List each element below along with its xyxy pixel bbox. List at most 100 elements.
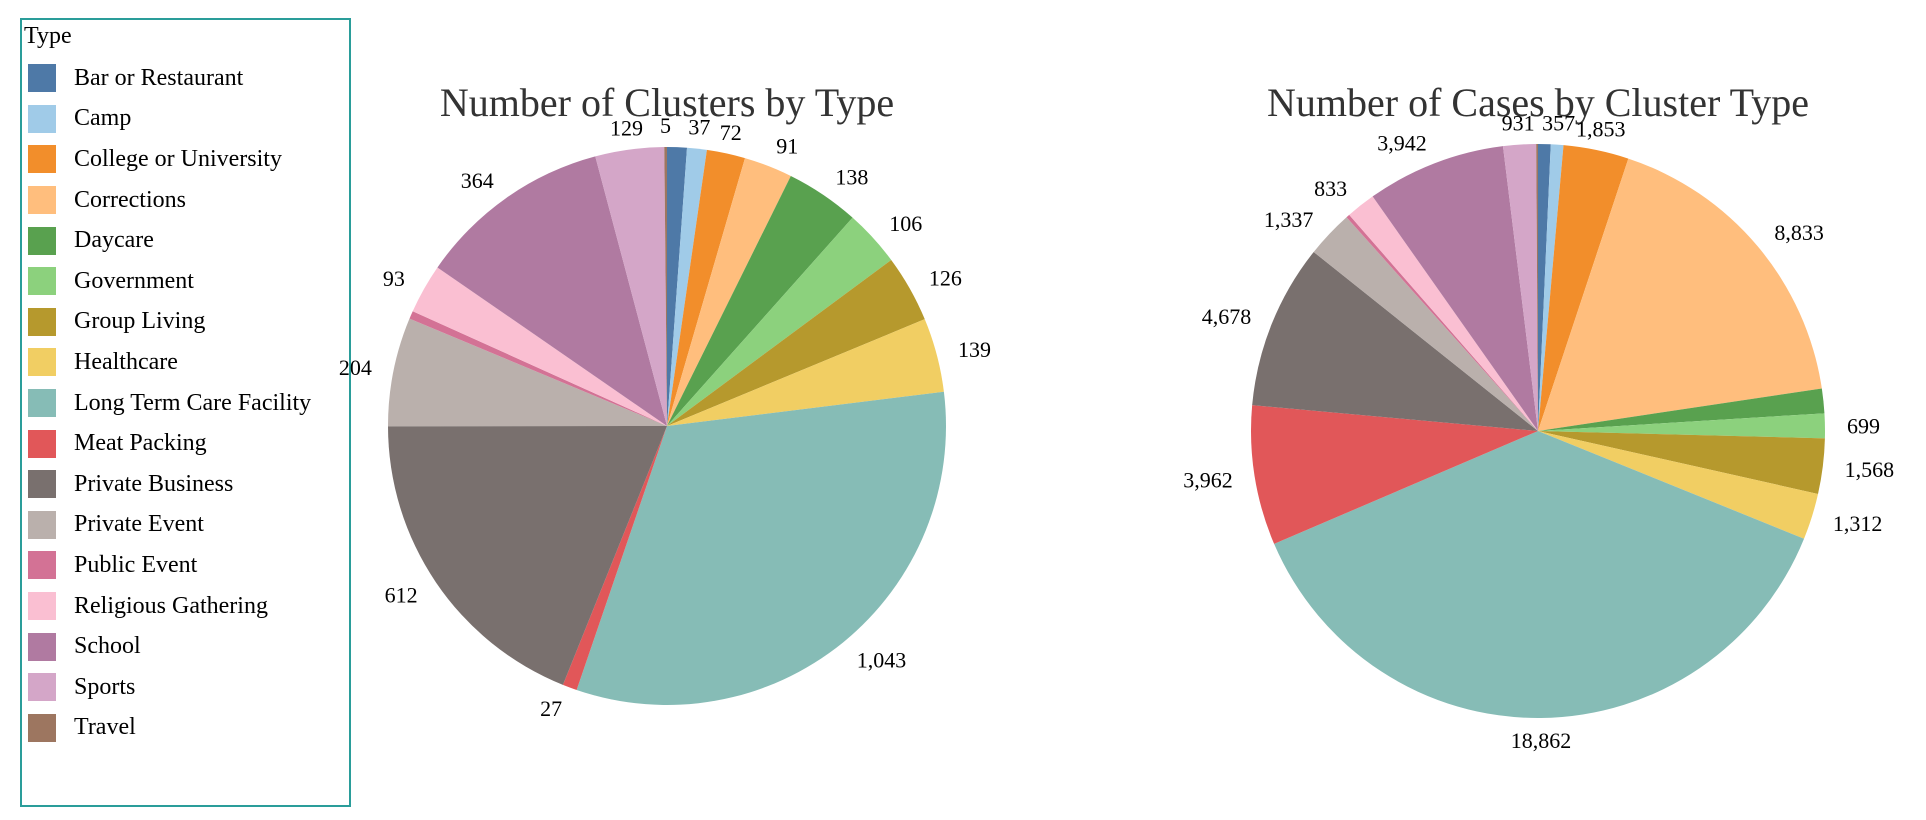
- pie-slice: [667, 147, 707, 426]
- legend-swatch: [28, 307, 56, 336]
- slice-label: 72: [720, 120, 742, 145]
- slice-label: 129: [610, 116, 643, 141]
- legend-items: Bar or Restaurant Camp College or Universi…: [28, 58, 311, 748]
- pie-slice: [437, 156, 667, 427]
- legend-item: Private Event: [28, 505, 311, 546]
- legend-item: Government: [28, 261, 311, 302]
- legend-swatch: [28, 64, 56, 93]
- legend-swatch: [28, 510, 56, 539]
- legend-label: School: [74, 633, 141, 660]
- pie-slice: [1538, 144, 1564, 432]
- slice-label: 612: [385, 583, 418, 608]
- legend-label: Sports: [74, 673, 136, 700]
- legend-item: Bar or Restaurant: [28, 58, 311, 99]
- legend-label: Meat Packing: [74, 430, 207, 457]
- legend-item: College or University: [28, 139, 311, 180]
- slice-label: 37: [688, 115, 710, 140]
- legend-label: Religious Gathering: [74, 592, 268, 619]
- slice-label: 18,862: [1511, 728, 1572, 753]
- slice-label: 1,568: [1845, 457, 1895, 482]
- pie-slice: [1349, 196, 1538, 431]
- legend-swatch: [28, 186, 56, 215]
- slice-label: 1,853: [1576, 116, 1626, 141]
- pie-slice: [1538, 388, 1825, 431]
- pie-slice: [1538, 431, 1819, 539]
- legend-swatch: [28, 145, 56, 174]
- legend-title: Type: [24, 23, 72, 49]
- pie-slice: [388, 426, 667, 685]
- pie-slice: [667, 149, 745, 426]
- pie-slice: [576, 391, 946, 705]
- legend-item: Daycare: [28, 220, 311, 261]
- pie-slice: [667, 259, 925, 426]
- legend-label: Camp: [74, 105, 132, 132]
- legend-label: Private Business: [74, 470, 234, 497]
- slice-label: 357: [1542, 111, 1575, 136]
- pie-slice: [1536, 144, 1538, 431]
- legend-item: School: [28, 626, 311, 667]
- legend: Type Bar or Restaurant Camp College or Uni…: [20, 18, 351, 807]
- slice-label: 1,337: [1264, 207, 1314, 232]
- chart-title-cases: Number of Cases by Cluster Type: [1267, 80, 1809, 125]
- slice-label: 1,043: [857, 648, 907, 673]
- pie-slice: [1346, 214, 1538, 431]
- legend-swatch: [28, 470, 56, 499]
- legend-label: Healthcare: [74, 348, 178, 375]
- legend-swatch: [28, 104, 56, 133]
- chart-title-clusters: Number of Clusters by Type: [439, 80, 895, 125]
- legend-label: College or University: [74, 145, 282, 172]
- pie-slice: [1252, 251, 1538, 431]
- legend-swatch: [28, 389, 56, 418]
- legend-item: Meat Packing: [28, 423, 311, 464]
- legend-item: Sports: [28, 667, 311, 708]
- slice-label: 1,312: [1833, 511, 1883, 536]
- pie-slice: [667, 319, 944, 426]
- pie-slice: [1538, 158, 1822, 431]
- legend-swatch: [28, 267, 56, 296]
- pie-slice: [1274, 431, 1805, 718]
- pie-slice: [595, 147, 667, 427]
- pie-slice: [1538, 144, 1551, 431]
- slice-label: 126: [929, 266, 962, 291]
- slice-label: 3,942: [1377, 131, 1427, 156]
- legend-label: Daycare: [74, 227, 154, 254]
- legend-swatch: [28, 592, 56, 621]
- pie-slice: [1538, 145, 1629, 431]
- legend-item: Religious Gathering: [28, 586, 311, 627]
- slice-label: 204: [339, 355, 372, 380]
- pie-slice: [1538, 413, 1825, 439]
- pie-slice: [667, 158, 791, 427]
- legend-swatch: [28, 226, 56, 255]
- slice-label: 27: [540, 696, 562, 721]
- legend-swatch: [28, 348, 56, 377]
- pie-slice: [667, 217, 892, 426]
- slice-label: 106: [889, 211, 922, 236]
- legend-swatch: [28, 632, 56, 661]
- slice-label: 3,962: [1183, 467, 1233, 492]
- legend-label: Group Living: [74, 308, 206, 335]
- slice-label: 699: [1847, 413, 1880, 438]
- pie-slice: [1251, 405, 1538, 544]
- legend-label: Travel: [74, 714, 136, 741]
- legend-label: Private Event: [74, 511, 204, 538]
- pie-slice: [667, 175, 853, 426]
- pie-slice: [1372, 146, 1538, 431]
- legend-swatch: [28, 429, 56, 458]
- legend-item: Private Business: [28, 464, 311, 505]
- slice-label: 931: [1502, 111, 1535, 136]
- pie-slice: [412, 267, 667, 426]
- legend-swatch: [28, 673, 56, 702]
- pie-slice: [664, 147, 667, 426]
- legend-swatch: [28, 551, 56, 580]
- slice-label: 91: [776, 134, 798, 159]
- pie-slice: [667, 147, 688, 426]
- legend-item: Travel: [28, 708, 311, 749]
- legend-label: Public Event: [74, 551, 198, 578]
- pie-clusters: 37 72 91 138 106 126 139 1,043 27 612 204 93 364 129 5: [339, 113, 991, 721]
- pie-slice: [1502, 144, 1538, 431]
- legend-label: Long Term Care Facility: [74, 389, 312, 416]
- slice-label: 139: [958, 337, 991, 362]
- slice-label: 93: [383, 266, 405, 291]
- legend-item: Corrections: [28, 180, 311, 221]
